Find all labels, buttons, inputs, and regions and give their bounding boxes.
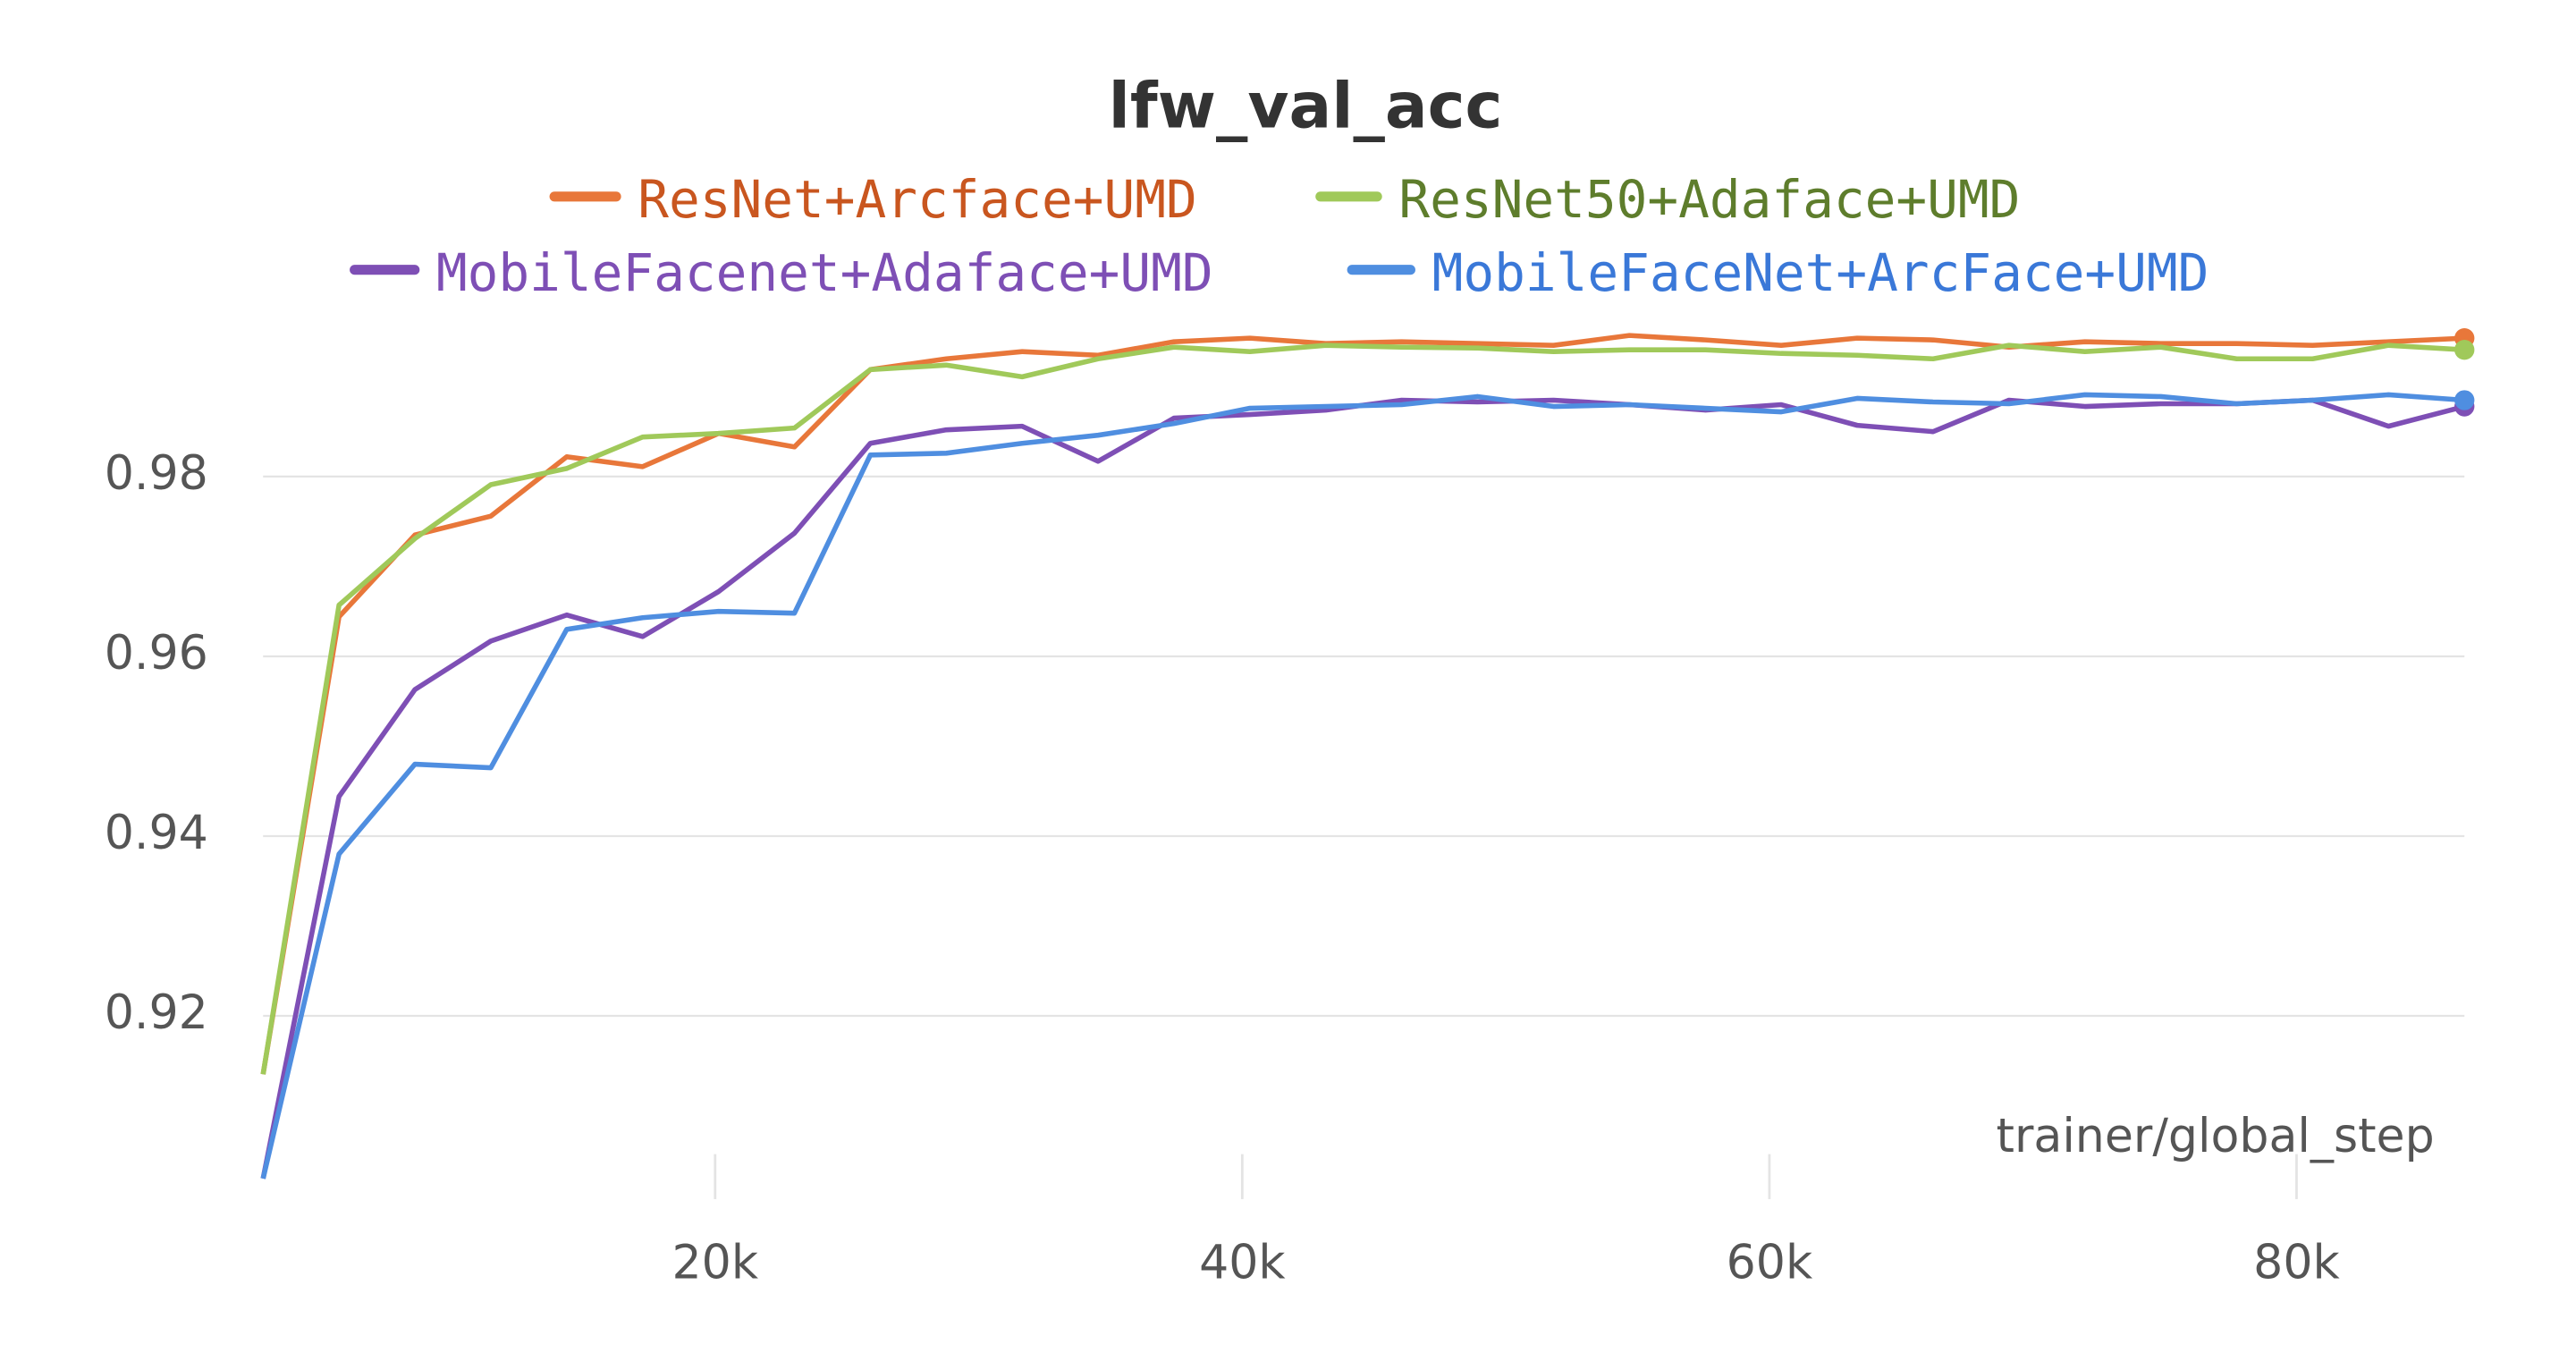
x-tick-label: 60k — [1727, 1236, 1813, 1290]
end-dot — [2454, 340, 2475, 360]
x-axis-label: trainer/global_step — [1997, 1110, 2435, 1163]
legend-label: ResNet50+Adaface+UMD — [1398, 169, 2020, 230]
y-tick-label: 0.94 — [105, 807, 208, 860]
chart-title: lfw_val_acc — [1109, 68, 1503, 142]
series-line — [260, 392, 2465, 1180]
end-dot — [2454, 390, 2475, 410]
y-tick-label: 0.98 — [105, 447, 208, 501]
x-tick-label: 80k — [2253, 1236, 2340, 1290]
x-tick-label: 20k — [672, 1236, 759, 1290]
y-tick-label: 0.96 — [105, 627, 208, 681]
series-line — [260, 333, 2465, 1075]
legend-label: ResNet+Arcface+UMD — [638, 169, 1197, 230]
x-tick-label: 40k — [1199, 1236, 1286, 1290]
series-line — [260, 397, 2465, 1180]
y-tick-label: 0.92 — [105, 986, 208, 1040]
legend-label: MobileFacenet+Adaface+UMD — [436, 242, 1213, 303]
series-line — [260, 342, 2465, 1075]
legend-label: MobileFaceNet+ArcFace+UMD — [1432, 242, 2209, 303]
